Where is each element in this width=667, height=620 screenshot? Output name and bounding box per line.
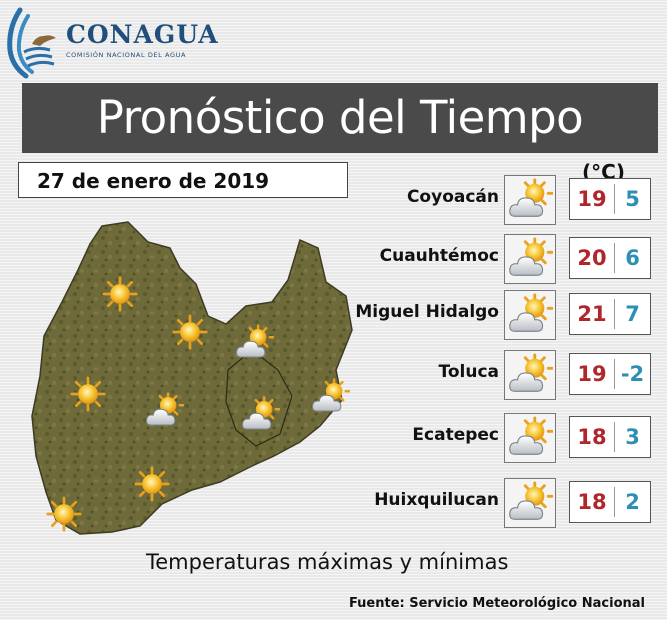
title-banner: Pronóstico del Tiempo (22, 83, 658, 153)
partly-cloudy-icon (507, 416, 553, 460)
divider (614, 359, 615, 389)
forecast-row: Huixquilucan 18 2 (0, 478, 667, 528)
min-temperature: -2 (620, 362, 645, 386)
forecast-row: Toluca 19 -2 (0, 350, 667, 400)
divider (614, 487, 615, 517)
forecast-row: Ecatepec 18 3 (0, 413, 667, 463)
max-temperature: 21 (577, 302, 607, 326)
date-box: 27 de enero de 2019 (18, 162, 348, 198)
min-temperature: 5 (625, 187, 640, 211)
max-temperature: 18 (577, 490, 607, 514)
min-temperature: 3 (625, 425, 640, 449)
max-temperature: 19 (577, 362, 607, 386)
forecast-row: Miguel Hidalgo 21 7 (0, 290, 667, 340)
partly-cloudy-icon (507, 237, 553, 281)
city-name: Cuauhtémoc (379, 246, 499, 266)
weather-icon-box (504, 413, 556, 463)
forecast-row: Cuauhtémoc 20 6 (0, 234, 667, 284)
temperature-box: 18 2 (569, 481, 651, 523)
city-name: Miguel Hidalgo (355, 302, 499, 322)
weather-icon-box (504, 290, 556, 340)
temperature-box: 19 -2 (569, 353, 651, 395)
temperature-box: 21 7 (569, 293, 651, 335)
map-region (31, 221, 353, 535)
partly-cloudy-icon (507, 178, 553, 222)
divider (614, 184, 615, 214)
min-temperature: 7 (625, 302, 640, 326)
divider (614, 243, 615, 273)
weather-icon-box (504, 350, 556, 400)
source-note: Fuente: Servicio Meteorológico Nacional (348, 596, 645, 611)
weather-icon-box (504, 478, 556, 528)
eagle-waves-logo-icon (7, 7, 56, 79)
city-name: Ecatepec (412, 425, 499, 445)
min-temperature: 6 (625, 246, 640, 270)
temperature-box: 18 3 (569, 416, 651, 458)
state-map (30, 220, 360, 540)
page-title: Pronóstico del Tiempo (96, 91, 584, 144)
divider (614, 299, 615, 329)
max-temperature: 18 (577, 425, 607, 449)
partly-cloudy-icon (507, 481, 553, 525)
brand-name: CONAGUA (66, 20, 219, 49)
weather-icon-box (504, 175, 556, 225)
city-name: Toluca (438, 362, 500, 382)
max-temperature: 19 (577, 187, 607, 211)
city-name: Coyoacán (406, 187, 499, 207)
temperature-box: 19 5 (569, 178, 651, 220)
partly-cloudy-icon (507, 293, 553, 337)
partly-cloudy-icon (507, 353, 553, 397)
city-name: Huixquilucan (374, 490, 499, 510)
brand-subtitle: COMISIÓN NACIONAL DEL AGUA (66, 51, 187, 59)
forecast-row: Coyoacán 19 5 (0, 175, 667, 225)
forecast-date: 27 de enero de 2019 (37, 169, 270, 193)
max-temperature: 20 (577, 246, 607, 270)
brand: CONAGUA COMISIÓN NACIONAL DEL AGUA (66, 20, 219, 60)
weather-icon-box (504, 234, 556, 284)
temperature-box: 20 6 (569, 237, 651, 279)
min-temperature: 2 (625, 490, 640, 514)
map-graphic (31, 221, 353, 535)
divider (614, 422, 615, 452)
map-caption: Temperaturas máximas y mínimas (146, 550, 509, 574)
